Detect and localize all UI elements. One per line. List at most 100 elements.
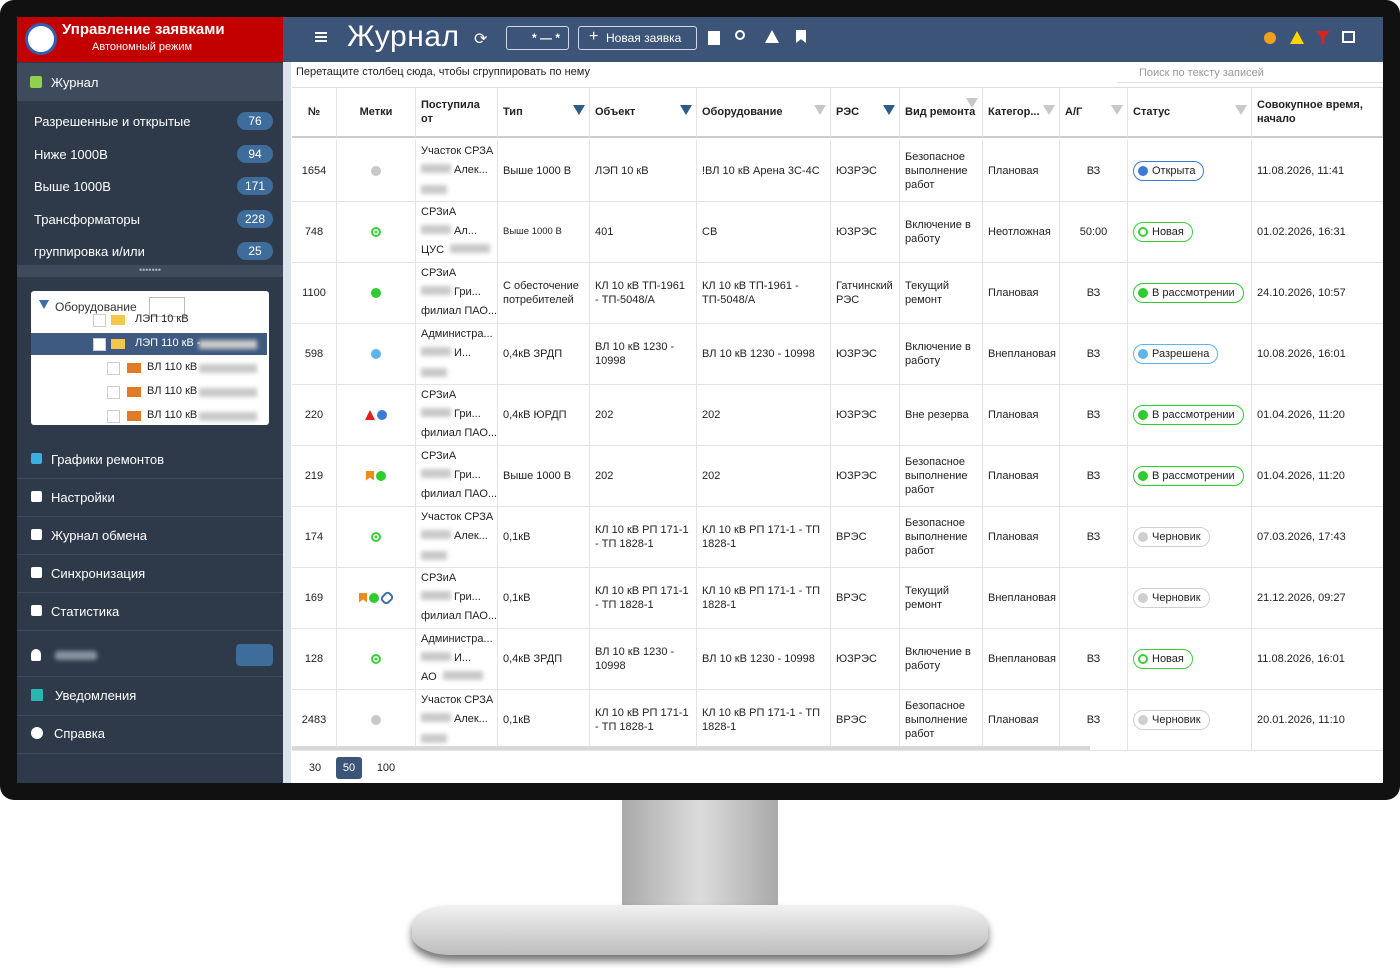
- nav-journal[interactable]: Журнал: [17, 63, 283, 101]
- nav-icon: [31, 529, 42, 540]
- tree-checkbox[interactable]: [107, 362, 120, 375]
- nav-label: Статистика: [51, 604, 120, 619]
- status-label: Черновик: [1152, 591, 1201, 604]
- nav-filter-label: Разрешенные и открытые: [34, 114, 191, 129]
- cell-res: ВРЭС: [831, 689, 900, 750]
- column-header[interactable]: Объект: [590, 88, 697, 138]
- tree-label: ВЛ 110 кВ: [147, 361, 198, 373]
- info-indicator[interactable]: [1264, 32, 1276, 44]
- from-branch: филиал ПАО...: [421, 488, 498, 500]
- mark-icon: [371, 287, 381, 298]
- page-size[interactable]: 50: [336, 757, 362, 779]
- from-person-name: Ал...: [454, 225, 477, 237]
- nav-item[interactable]: Статистика: [17, 592, 283, 631]
- column-header[interactable]: А/Г: [1060, 88, 1128, 138]
- tree-node[interactable]: ЛЭП 110 кВ -: [31, 333, 267, 355]
- tree-view-button[interactable]: [149, 297, 185, 317]
- tree-checkbox[interactable]: [93, 338, 106, 351]
- plus-icon: +: [589, 28, 599, 45]
- new-request-button[interactable]: Новая заявка: [578, 26, 697, 50]
- table-row[interactable]: 128 Администра... И... АО 0,4кВ ЗРДП ВЛ 10 кВ…: [292, 628, 1383, 690]
- nav-label: Уведомления: [55, 688, 137, 703]
- table-row[interactable]: 1100 СРЗиА Гри... филиал ПАО... С обесточени…: [292, 262, 1383, 324]
- column-filter[interactable]: [883, 105, 895, 115]
- column-header[interactable]: Тип: [498, 88, 590, 138]
- layout-button[interactable]: [1342, 31, 1355, 43]
- filter-icon: [39, 300, 49, 310]
- column-header[interactable]: Вид ремонта: [900, 88, 983, 138]
- table-row[interactable]: 220 СРЗиА Гри... филиал ПАО... 0,4кВ ЮРДП 202…: [292, 384, 1383, 446]
- column-header[interactable]: Категор...: [983, 88, 1060, 138]
- menu-button[interactable]: [315, 32, 327, 34]
- column-filter[interactable]: [1043, 105, 1055, 115]
- column-filter[interactable]: [573, 105, 585, 115]
- nav-item[interactable]: Графики ремонтов: [17, 440, 283, 479]
- nav-item[interactable]: Справка: [17, 715, 283, 754]
- cell-marks: [337, 201, 416, 262]
- table-row[interactable]: 598 Администра... И... 0,4кВ ЗРДП ВЛ 10 кВ 1…: [292, 323, 1383, 385]
- search-input[interactable]: Поиск по тексту записей: [1117, 63, 1383, 83]
- warning-button[interactable]: [765, 30, 779, 43]
- column-header[interactable]: Совокупное время, начало: [1252, 88, 1383, 138]
- bookmark-button[interactable]: [796, 30, 806, 43]
- export-button[interactable]: [708, 31, 720, 45]
- column-filter[interactable]: [814, 105, 826, 115]
- column-header[interactable]: Статус: [1128, 88, 1252, 138]
- column-header[interactable]: Оборудование: [697, 88, 831, 138]
- status-badge: В рассмотрении: [1133, 282, 1244, 303]
- status-badge: Черновик: [1133, 526, 1210, 547]
- cell-status: В рассмотрении: [1128, 384, 1252, 445]
- status-label: Черновик: [1152, 713, 1201, 726]
- table-row[interactable]: 1654 Участок СРЗА Алек... Выше 1000 В ЛЭП 10…: [292, 140, 1383, 202]
- column-filter[interactable]: [966, 98, 978, 108]
- logout-button[interactable]: [236, 644, 273, 666]
- cell-id: 220: [292, 384, 337, 445]
- column-filter[interactable]: [1235, 105, 1247, 115]
- tree-node[interactable]: ВЛ 110 кВ: [31, 357, 267, 379]
- nav-item[interactable]: Настройки: [17, 478, 283, 517]
- nav-filter[interactable]: Разрешенные и открытые 76: [17, 107, 283, 135]
- from-person-name: И...: [454, 347, 472, 359]
- tree-checkbox[interactable]: [107, 410, 120, 423]
- table-row[interactable]: 748 СРЗиА Ал... ЦУС Выше 1000 В 401 СВ ЮЗРЭС Вкл…: [292, 201, 1383, 263]
- column-header[interactable]: РЭС: [831, 88, 900, 138]
- from-person: Гри...: [421, 283, 481, 302]
- nav-filter[interactable]: группировка и/или 25: [17, 237, 283, 265]
- nav-filter[interactable]: Выше 1000В 171: [17, 172, 283, 200]
- tree-node[interactable]: ВЛ 110 кВ: [31, 405, 267, 427]
- page-size[interactable]: 30: [308, 762, 322, 774]
- column-header[interactable]: Метки: [337, 88, 416, 138]
- filter-indicator[interactable]: [1316, 31, 1330, 44]
- nav-filter[interactable]: Трансформаторы 228: [17, 205, 283, 233]
- tree-checkbox[interactable]: [107, 386, 120, 399]
- nav-item[interactable]: Журнал обмена: [17, 516, 283, 555]
- cell-equipment: КЛ 10 кВ РП 171-1 - ТП 1828-1: [697, 567, 831, 628]
- status-icon: [1138, 287, 1148, 298]
- table-row[interactable]: 174 Участок СРЗА Алек... 0,1кВ КЛ 10 кВ РП 1…: [292, 506, 1383, 568]
- status-icon: [1138, 714, 1148, 725]
- nav-item[interactable]: Синхронизация: [17, 554, 283, 593]
- mark-icon: [371, 653, 381, 664]
- from-person-name: Гри...: [454, 286, 481, 298]
- tree-node[interactable]: ВЛ 110 кВ: [31, 381, 267, 403]
- table-row[interactable]: 2483 Участок СРЗА Алек... 0,1кВ КЛ 10 кВ РП …: [292, 689, 1383, 751]
- refresh-button[interactable]: ⟳: [474, 31, 488, 48]
- date-filter[interactable]: * — *: [506, 26, 569, 50]
- tree-node[interactable]: ЛЭП 10 кВ: [31, 309, 267, 331]
- nav-item[interactable]: Уведомления: [17, 677, 283, 716]
- warning-indicator[interactable]: [1290, 31, 1304, 44]
- nav-filter[interactable]: Ниже 1000В 94: [17, 140, 283, 168]
- cell-ag: ВЗ: [1060, 323, 1128, 384]
- column-filter[interactable]: [1111, 105, 1123, 115]
- table-row[interactable]: 219 СРЗиА Гри... филиал ПАО... Выше 1000 В 20…: [292, 445, 1383, 507]
- tree-checkbox[interactable]: [93, 314, 106, 327]
- cell-res: ВРЭС: [831, 506, 900, 567]
- page-size[interactable]: 100: [376, 762, 396, 774]
- column-header[interactable]: Поступила от: [416, 88, 498, 138]
- column-header[interactable]: №: [292, 88, 337, 138]
- cell-id: 748: [292, 201, 337, 262]
- table-row[interactable]: 169 СРЗиА Гри... филиал ПАО... 0,1кВ КЛ 10 кВ…: [292, 567, 1383, 629]
- column-filter[interactable]: [680, 105, 692, 115]
- search-button[interactable]: [735, 30, 745, 40]
- from-org: Администра...: [421, 328, 493, 340]
